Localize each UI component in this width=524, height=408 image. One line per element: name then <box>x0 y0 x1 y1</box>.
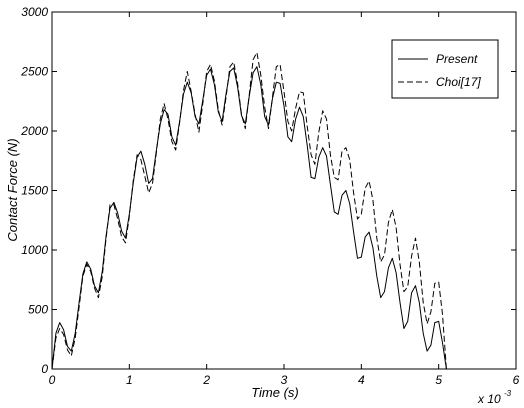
y-tick-label: 3000 <box>21 5 48 19</box>
legend-label-present: Present <box>436 52 478 66</box>
x-tick-label: 6 <box>513 373 520 387</box>
x-tick-label: 3 <box>281 373 288 387</box>
x-tick-label: 1 <box>126 373 133 387</box>
x-axis-title: Time (s) <box>251 385 299 400</box>
x-tick-label: 2 <box>202 373 210 387</box>
series-line-choi <box>51 52 447 370</box>
x-tick-label: 4 <box>358 373 365 387</box>
y-axis-title: Contact Force (N) <box>5 138 20 241</box>
y-tick-label: 2000 <box>20 124 48 138</box>
y-tick-label: 1500 <box>21 184 48 198</box>
legend-box <box>391 39 499 99</box>
y-tick-label: 0 <box>41 362 48 376</box>
series-layer <box>51 52 447 370</box>
y-tick-label: 1000 <box>21 243 48 257</box>
x-tick-label: 5 <box>435 373 442 387</box>
x-axis-multiplier-exponent: -3 <box>504 389 512 398</box>
y-tick-label: 2500 <box>20 65 48 79</box>
y-tick-label: 500 <box>28 303 48 317</box>
x-axis-multiplier: x 10 <box>477 392 501 406</box>
legend-label-choi: Choi[17] <box>436 75 481 89</box>
x-tick-label: 0 <box>49 373 56 387</box>
series-line-present <box>51 66 447 370</box>
y-axis-ticks: 0 500 1000 1500 2000 2500 3000 <box>20 5 516 376</box>
legend: Present Choi[17] <box>391 39 499 99</box>
